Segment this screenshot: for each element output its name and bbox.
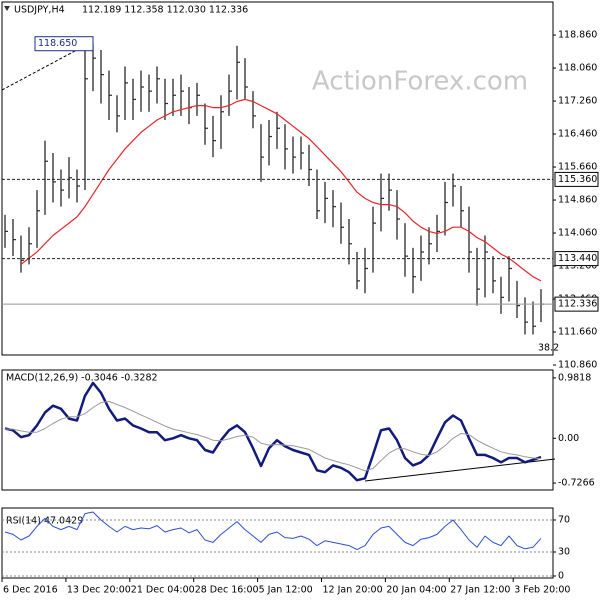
x-tick-label: 12 Jan 20:00 xyxy=(323,585,383,596)
price-panel xyxy=(1,1,554,356)
level-box xyxy=(554,296,599,312)
moving-average xyxy=(20,98,542,282)
watermark: ActionForex.com xyxy=(312,67,528,97)
menu-icon xyxy=(4,6,10,11)
chart-title: USDJPY,H4 xyxy=(14,5,65,16)
y-tick-label: 0.00 xyxy=(558,433,579,444)
y-tick-label: 118.860 xyxy=(558,30,597,41)
x-tick-label: 21 Dec 04:00 xyxy=(131,585,195,596)
macd-title: MACD(12,26,9) -0.3046 -0.3282 xyxy=(6,373,158,384)
y-tick-label: 0.9818 xyxy=(558,372,591,383)
y-tick-label: 111.660 xyxy=(558,327,597,338)
annotation: 38.2 xyxy=(538,343,559,354)
y-tick-label: 30 xyxy=(558,547,570,558)
x-tick-label: 20 Jan 04:00 xyxy=(386,585,446,596)
level-label: 113.440 xyxy=(558,253,597,264)
y-tick-label: 110.860 xyxy=(558,360,597,371)
x-tick-label: 5 Jan 12:00 xyxy=(259,585,313,596)
y-tick-label: 114.060 xyxy=(558,228,597,239)
y-tick-label: 0 xyxy=(558,571,564,582)
plot-area xyxy=(4,381,542,482)
level-tag xyxy=(34,36,94,52)
y-tick-label: 114.860 xyxy=(558,195,597,206)
indicator-line xyxy=(4,511,542,551)
x-tick-label: 3 Feb 20:00 xyxy=(514,585,570,596)
x-tick-label: 13 Dec 20:00 xyxy=(67,585,131,596)
x-tick-label: 6 Dec 2016 xyxy=(3,585,58,596)
x-tick-label: 27 Jan 12:00 xyxy=(450,585,510,596)
trend-line xyxy=(1,43,89,91)
y-tick-label: 118.060 xyxy=(558,63,597,74)
y-tick-label: 115.660 xyxy=(558,162,597,173)
x-tick-label: 28 Dec 16:00 xyxy=(195,585,259,596)
y-tick-label: 70 xyxy=(558,515,570,526)
indicator-line xyxy=(4,381,542,482)
level-label: 115.360 xyxy=(558,174,597,185)
level-box xyxy=(554,171,599,187)
y-tick-label: -0.7266 xyxy=(558,478,595,489)
indicator-line xyxy=(5,400,542,472)
rsi-title: RSI(14) 47.0429 xyxy=(6,516,83,527)
y-tick-label: 117.260 xyxy=(558,96,597,107)
rsi-panel xyxy=(1,507,554,579)
macd-panel xyxy=(1,369,554,491)
y-tick-label: 116.460 xyxy=(558,129,597,140)
level-label: 112.336 xyxy=(558,299,597,310)
level-box xyxy=(554,251,599,267)
plot-area xyxy=(2,43,553,335)
plot-area xyxy=(2,511,553,577)
quote: 112.189 112.358 112.030 112.336 xyxy=(82,5,248,16)
level-label: 118.650 xyxy=(38,38,77,49)
